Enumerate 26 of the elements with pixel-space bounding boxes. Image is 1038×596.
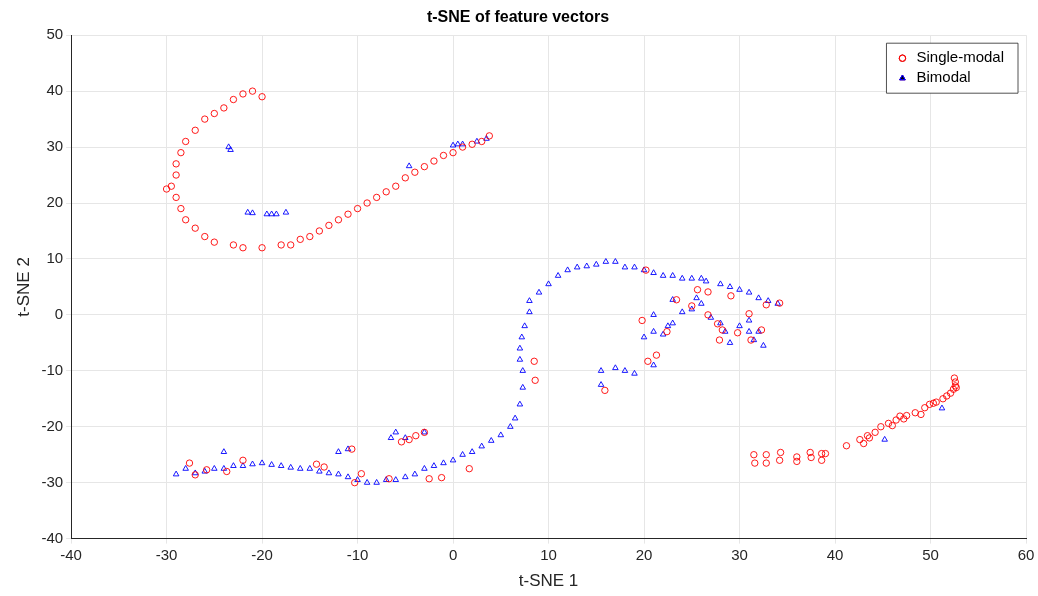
y-tick-label: -20: [41, 416, 64, 434]
x-tick-label: 0: [448, 545, 458, 563]
legend-label: Bimodal: [916, 68, 971, 86]
x-tick-label: -30: [155, 545, 178, 563]
y-tick-label: 20: [46, 193, 64, 211]
y-tick-label: 30: [46, 137, 64, 155]
x-tick-label: -10: [346, 545, 369, 563]
y-tick-label: 10: [46, 249, 64, 267]
y-tick-label: 0: [54, 305, 64, 323]
y-tick-label: 40: [46, 81, 64, 99]
x-tick-label: 40: [826, 545, 844, 563]
y-tick-label: 50: [46, 25, 64, 43]
x-tick-label: 10: [540, 545, 557, 563]
x-tick-label: 30: [731, 545, 748, 563]
chart-title: t-SNE of feature vectors: [426, 8, 610, 26]
x-tick-label: 20: [635, 545, 653, 563]
y-tick-label: -10: [41, 360, 64, 378]
x-tick-label: -20: [251, 545, 273, 563]
legend-label: Single-modal: [916, 48, 1004, 66]
x-axis-title: t-SNE 1: [518, 571, 579, 591]
y-tick-label: -30: [41, 472, 64, 490]
x-tick-label: 60: [1017, 545, 1035, 563]
x-tick-label: 50: [922, 545, 939, 563]
y-tick-label: -40: [41, 528, 64, 546]
y-axis-title: t-SNE 2: [13, 257, 33, 317]
x-tick-label: -40: [60, 545, 82, 563]
